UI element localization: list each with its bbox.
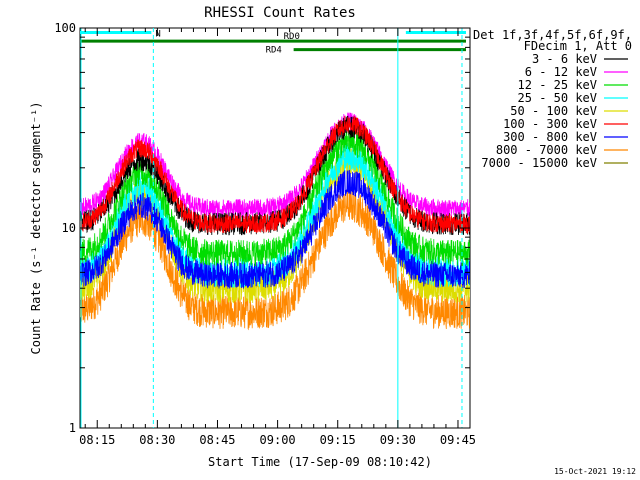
series-layer xyxy=(80,112,470,331)
series-line xyxy=(80,169,470,289)
y-tick-label: 1 xyxy=(69,421,76,435)
x-tick-label: 09:30 xyxy=(380,433,416,447)
chart-title: RHESSI Count Rates xyxy=(204,5,356,21)
legend-label: 300 - 800 keV xyxy=(503,130,597,144)
x-tick-label: 09:00 xyxy=(260,433,296,447)
x-tick-label: 08:15 xyxy=(79,433,115,447)
legend-label: 6 - 12 keV xyxy=(525,65,597,79)
x-tick-label: 09:45 xyxy=(440,433,476,447)
legend-header-line-1: Det 1f,3f,4f,5f,6f,9f, xyxy=(473,28,632,42)
x-axis-label: Start Time (17-Sep-09 08:10:42) xyxy=(208,455,432,469)
y-tick-label: 10 xyxy=(62,221,76,235)
y-tick-label: 100 xyxy=(54,21,76,35)
x-tick-label: 09:15 xyxy=(320,433,356,447)
y-axis-label: Count Rate (s⁻¹ detector segment⁻¹) xyxy=(29,102,43,355)
y-axis: 1 10 100 xyxy=(54,21,470,435)
x-tick-label: 08:30 xyxy=(139,433,175,447)
legend-label: 800 - 7000 keV xyxy=(496,143,597,157)
legend-header-line-2: FDecim 1, Att 0 xyxy=(524,39,632,53)
legend-label: 3 - 6 keV xyxy=(532,52,597,66)
legend-label: 50 - 100 keV xyxy=(510,104,597,118)
series-line xyxy=(80,115,470,235)
legend: Det 1f,3f,4f,5f,6f,9f, FDecim 1, Att 0 3… xyxy=(473,28,632,170)
generated-timestamp: 15-Oct-2021 19:12 xyxy=(554,467,636,476)
legend-label: 7000 - 15000 keV xyxy=(481,156,597,170)
legend-label: 12 - 25 keV xyxy=(518,78,597,92)
series-line xyxy=(80,129,470,267)
flag-rd4-label: RD4 xyxy=(266,46,282,56)
x-axis: 08:15 08:30 08:45 09:00 09:15 09:30 09:45 xyxy=(79,28,476,447)
legend-label: 25 - 50 keV xyxy=(518,91,597,105)
x-tick-label: 08:45 xyxy=(199,433,235,447)
legend-label: 100 - 300 keV xyxy=(503,117,597,131)
flag-rd0-label: RD0 xyxy=(284,32,300,42)
flag-n-label: N xyxy=(155,29,160,39)
